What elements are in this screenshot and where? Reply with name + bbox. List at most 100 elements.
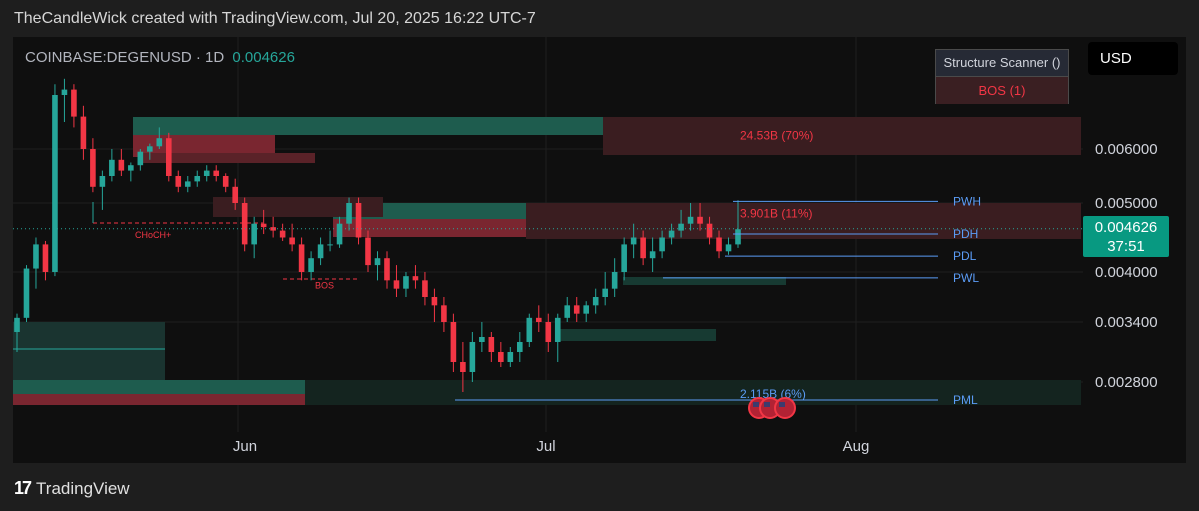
annotation-label: BOS bbox=[315, 281, 334, 291]
event-flag-icon bbox=[774, 397, 796, 419]
candle bbox=[260, 223, 267, 228]
demand-zone bbox=[623, 277, 786, 285]
y-tick-label: 0.002800 bbox=[1095, 374, 1158, 391]
red-zone bbox=[13, 394, 426, 405]
level-label-pdh: PDH bbox=[953, 227, 978, 241]
candle bbox=[232, 186, 238, 203]
symbol-price: 0.004626 bbox=[232, 49, 295, 66]
supply-zone bbox=[213, 197, 383, 217]
demand-zone bbox=[13, 322, 165, 380]
candle bbox=[649, 251, 656, 259]
demand-zone bbox=[558, 329, 716, 341]
candle bbox=[640, 237, 646, 259]
candle bbox=[317, 244, 324, 259]
footer: 17 TradingView bbox=[14, 478, 130, 499]
candle bbox=[90, 149, 96, 187]
candle bbox=[535, 317, 542, 322]
current-price-tag: 0.004626 37:51 bbox=[1083, 216, 1169, 257]
supply-zone bbox=[603, 117, 1081, 155]
candle bbox=[488, 337, 495, 352]
candle bbox=[687, 216, 694, 224]
candle bbox=[526, 317, 533, 342]
candle bbox=[697, 216, 703, 224]
candle bbox=[241, 203, 248, 245]
candle bbox=[109, 159, 115, 176]
candle bbox=[678, 223, 684, 231]
candle bbox=[393, 280, 400, 289]
candle bbox=[403, 276, 409, 289]
tradingview-logo-icon: 17 bbox=[14, 478, 32, 498]
candle bbox=[498, 352, 504, 362]
candle bbox=[564, 305, 571, 318]
candle bbox=[279, 230, 286, 238]
candle bbox=[194, 176, 201, 182]
currency-button[interactable]: USD bbox=[1088, 42, 1178, 75]
structure-scanner-panel[interactable]: Structure Scanner () BOS (1) bbox=[935, 49, 1069, 104]
x-tick-label: Jun bbox=[233, 438, 257, 455]
candle bbox=[71, 89, 77, 117]
candle bbox=[469, 342, 476, 372]
flag-canton bbox=[753, 402, 759, 407]
candle bbox=[479, 337, 485, 342]
current-price: 0.004626 bbox=[1094, 219, 1158, 236]
annotation-label: 3.901B (11%) bbox=[740, 206, 813, 220]
candle bbox=[725, 244, 732, 252]
candle bbox=[346, 203, 352, 224]
supply-zone bbox=[526, 203, 1081, 239]
red-zone bbox=[333, 219, 526, 237]
candle bbox=[156, 138, 163, 147]
candle bbox=[630, 237, 637, 245]
candle bbox=[61, 89, 68, 95]
candle bbox=[460, 362, 466, 372]
attribution-header: TheCandleWick created with TradingView.c… bbox=[14, 10, 536, 27]
tradingview-brand: TradingView bbox=[36, 478, 130, 498]
level-label-pdl: PDL bbox=[953, 249, 977, 263]
candle bbox=[441, 305, 447, 322]
candle bbox=[384, 258, 390, 281]
y-tick-label: 0.004000 bbox=[1095, 264, 1158, 281]
candle bbox=[668, 230, 675, 238]
candle bbox=[308, 258, 314, 272]
candle bbox=[450, 322, 457, 362]
green-zone bbox=[333, 203, 556, 219]
candle bbox=[165, 138, 172, 176]
candle bbox=[365, 237, 371, 266]
candle bbox=[175, 176, 182, 187]
candle bbox=[706, 223, 713, 238]
candle bbox=[52, 95, 58, 272]
candle bbox=[422, 280, 428, 297]
candle bbox=[374, 258, 381, 266]
candle bbox=[545, 322, 552, 342]
candle bbox=[118, 159, 125, 171]
candle bbox=[128, 165, 134, 171]
candle bbox=[33, 244, 39, 269]
annotation-label: CHoCH+ bbox=[135, 230, 171, 240]
red-zone bbox=[143, 153, 315, 163]
scanner-title: Structure Scanner () bbox=[936, 50, 1068, 77]
candle bbox=[23, 268, 30, 318]
candle bbox=[184, 181, 191, 187]
candle bbox=[222, 176, 229, 187]
candle bbox=[431, 297, 438, 306]
level-label-pwl: PWL bbox=[953, 271, 979, 285]
scanner-result: BOS (1) bbox=[936, 77, 1068, 104]
symbol-legend: COINBASE:DEGENUSD · 1D 0.004626 bbox=[25, 49, 295, 66]
level-label-pml: PML bbox=[953, 393, 978, 407]
symbol-name: COINBASE:DEGENUSD · 1D bbox=[25, 49, 225, 66]
candle bbox=[336, 223, 343, 245]
candle bbox=[573, 305, 580, 314]
candle bbox=[137, 151, 144, 166]
candle bbox=[298, 244, 305, 272]
green-zone bbox=[133, 117, 606, 135]
candle bbox=[602, 288, 608, 297]
candle bbox=[251, 223, 257, 245]
candle bbox=[147, 146, 153, 152]
chart-panel[interactable]: PWH PDH PDL PWL PML 24.53B (70%) 3.901B (11%) 2… bbox=[13, 37, 1186, 463]
y-tick-label: 0.003400 bbox=[1095, 314, 1158, 331]
annotation-label: 24.53B (70%) bbox=[740, 129, 813, 143]
x-tick-label: Jul bbox=[536, 438, 555, 455]
candle bbox=[355, 203, 362, 238]
level-label-pwh: PWH bbox=[953, 194, 981, 208]
bar-countdown: 37:51 bbox=[1107, 238, 1145, 255]
